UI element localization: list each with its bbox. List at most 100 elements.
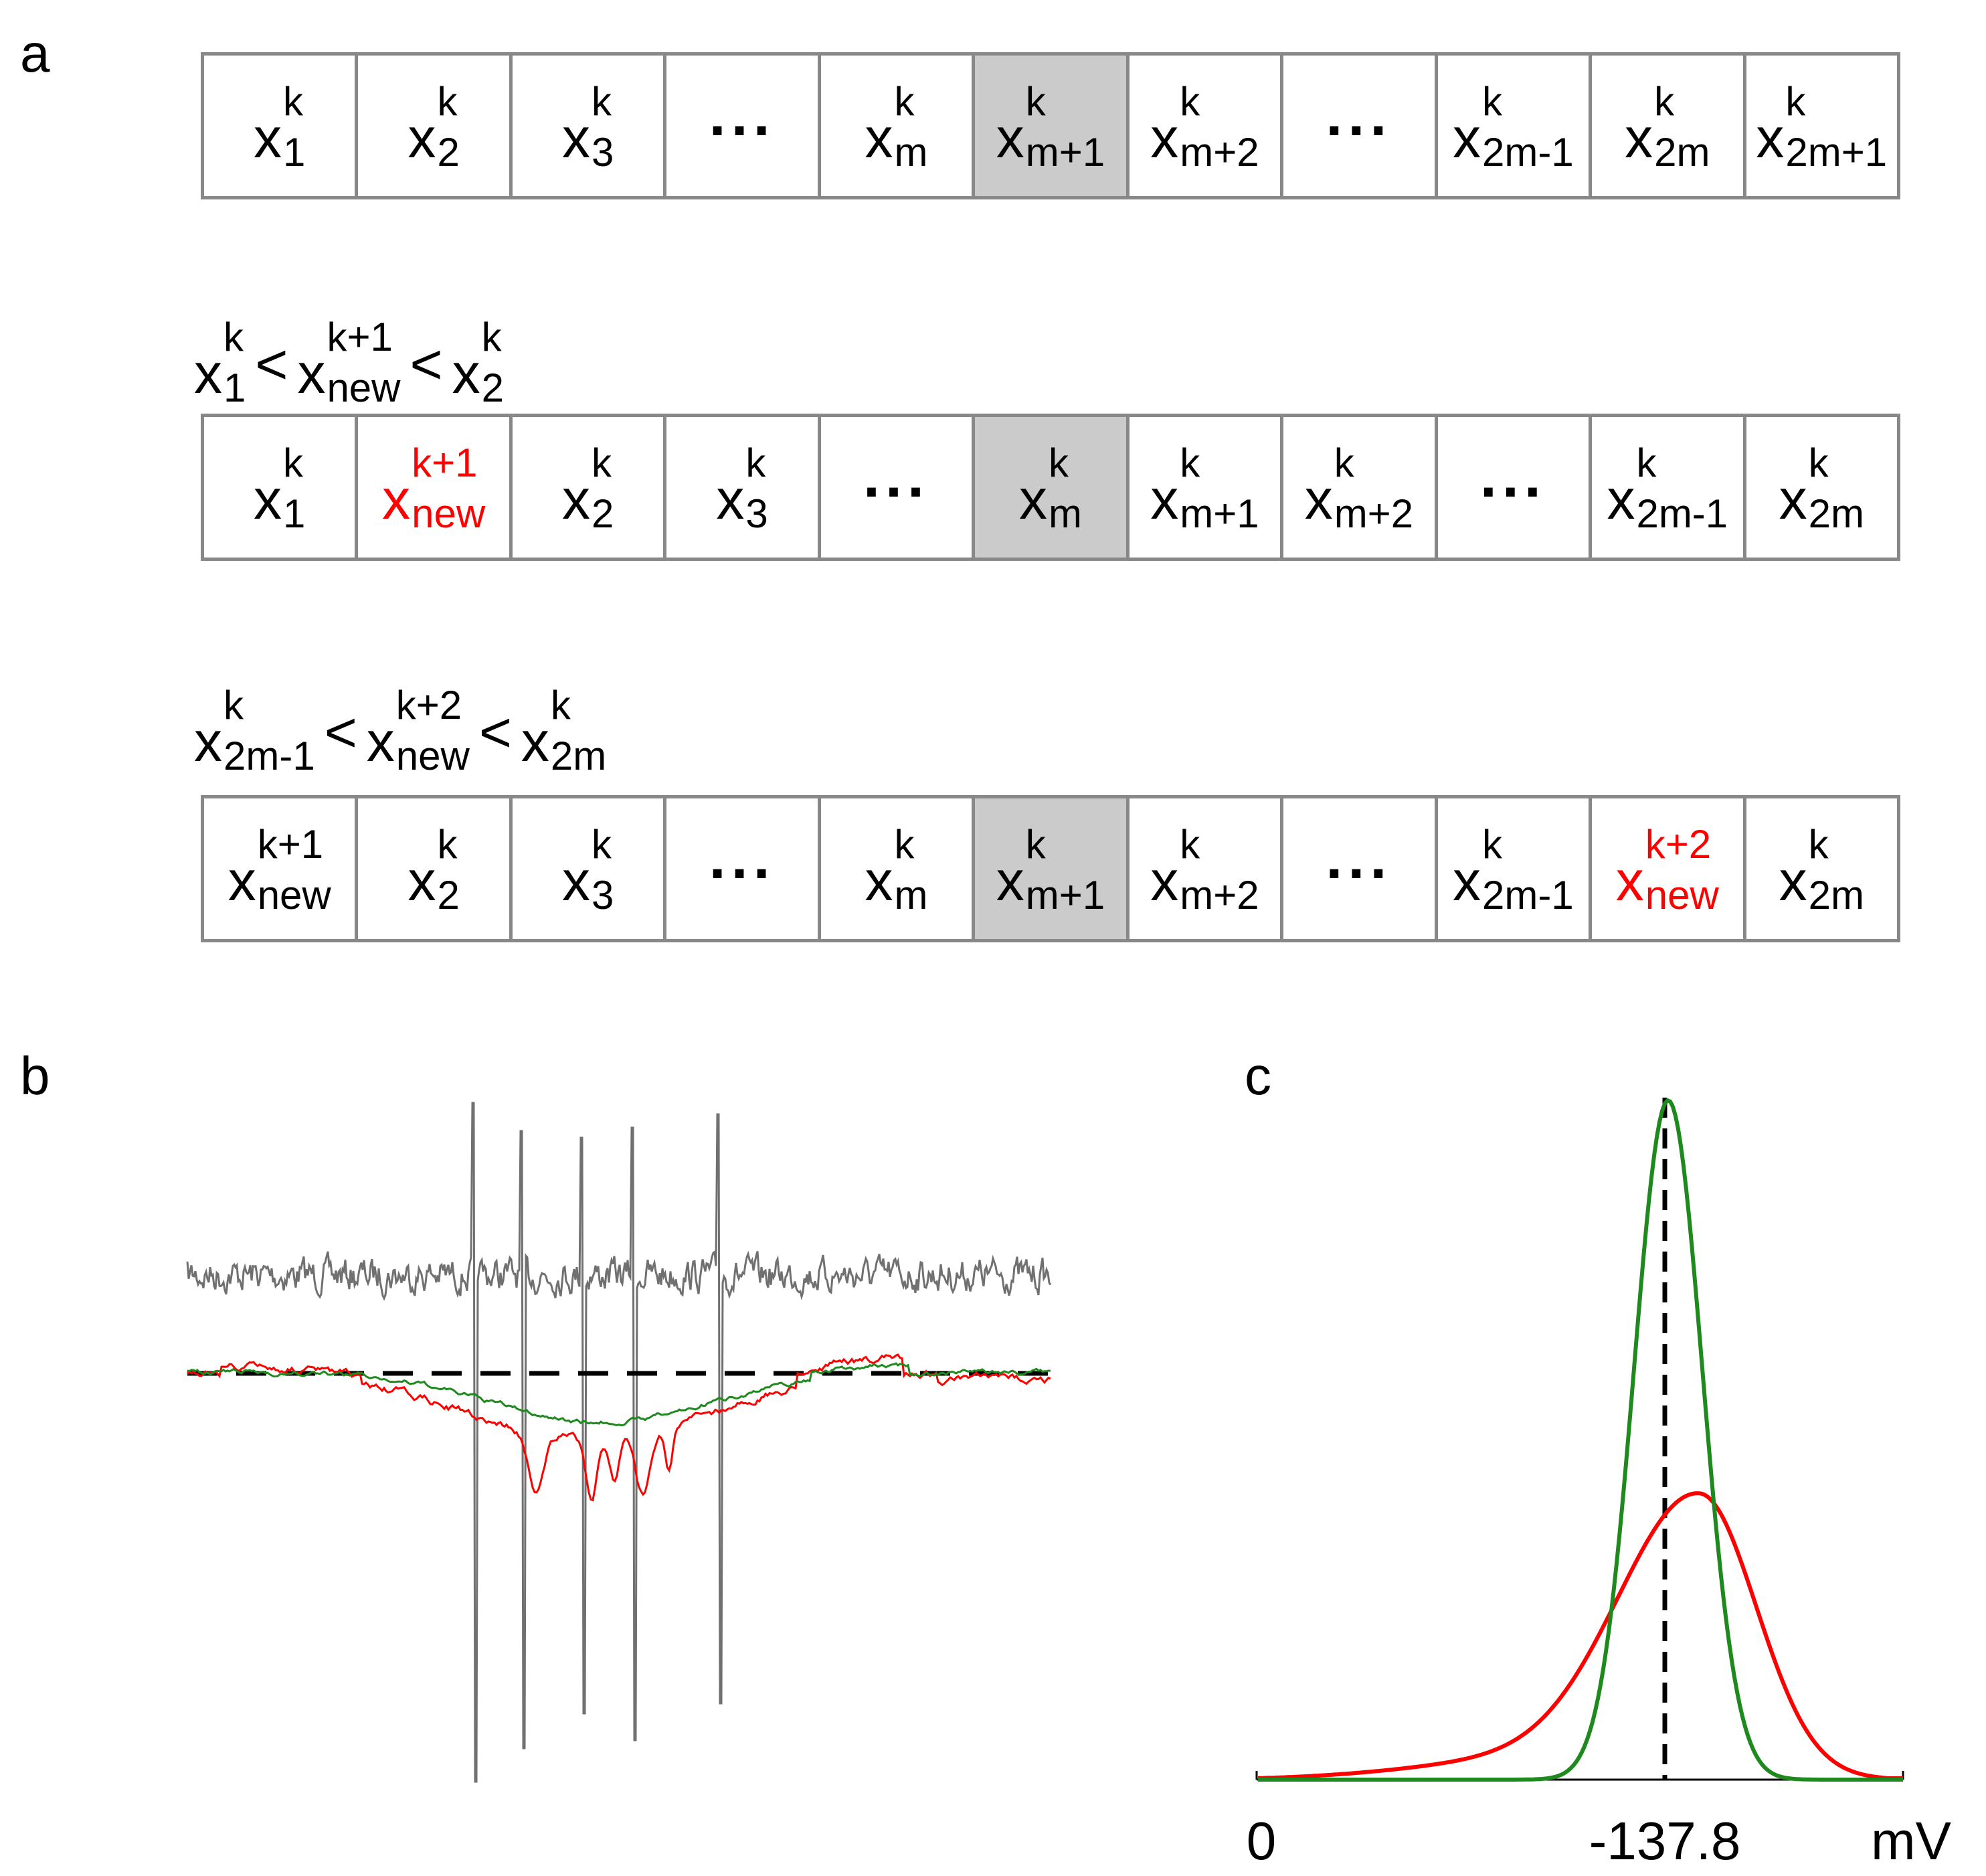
less-than-sign: < <box>478 701 512 764</box>
cell-symbol: x k 2m <box>1625 82 1710 173</box>
symbol-base: x <box>561 106 590 169</box>
superscript: k <box>1808 822 1829 867</box>
subscript: 2m-1 <box>1482 873 1574 918</box>
array-cell: ... <box>666 798 821 939</box>
array-cell: x k+1 new <box>358 417 513 558</box>
ellipsis: ... <box>709 825 776 891</box>
array-cell: x k m+1 <box>975 56 1130 196</box>
superscript: k+1 <box>412 440 478 485</box>
symbol-base: x <box>1625 106 1653 169</box>
cell-symbol: x k+1 new <box>228 825 331 916</box>
subscript: 2m <box>1654 130 1710 175</box>
symbol-base: x <box>1453 849 1481 912</box>
symbol-base: x <box>1615 849 1644 912</box>
cell-symbol: x k m+2 <box>1150 82 1259 173</box>
symbol-base: x <box>1150 468 1179 531</box>
symbol-base: x <box>716 468 745 531</box>
symbol-base: x <box>254 106 282 169</box>
ellipsis: ... <box>1326 82 1392 149</box>
subscript: m+2 <box>1180 130 1259 175</box>
symbol-base: x <box>561 468 590 531</box>
superscript: k <box>894 79 915 124</box>
array-cell: ... <box>821 417 976 558</box>
cell-symbol: x k m+1 <box>1150 443 1259 534</box>
subscript: 2 <box>437 130 460 175</box>
superscript: k <box>591 822 612 867</box>
array-cell: x k 2m+1 <box>1746 56 1897 196</box>
x-unit-label: mV <box>1871 1811 1952 1871</box>
superscript: k+2 <box>395 683 462 728</box>
subscript: 1 <box>283 130 306 175</box>
subscript: m+2 <box>1180 873 1259 918</box>
superscript: k <box>1482 79 1502 124</box>
subscript: 2m-1 <box>1482 130 1574 175</box>
array-cell: x k 2m <box>1746 798 1897 939</box>
symbol-base: x <box>1304 468 1333 531</box>
subscript: 2 <box>481 365 504 410</box>
superscript: k <box>1785 79 1806 124</box>
panel-c-plot: 0 -137.8 mV <box>1247 1098 1952 1871</box>
subscript: 1 <box>223 365 246 410</box>
symbol-base: x <box>521 710 549 773</box>
cell-symbol: x k+2 new <box>1615 825 1719 916</box>
subscript: 1 <box>283 491 306 536</box>
x-tick-label-0: 0 <box>1247 1811 1277 1871</box>
array-row-3: x k+1 new x k 2 x k 3... x k m x k m+1 x k m+2... x k 2m-1 x k… <box>201 795 1900 942</box>
subscript: new <box>327 365 401 410</box>
symbol-base: x <box>408 849 436 912</box>
superscript: k <box>1482 822 1502 867</box>
subscript: 3 <box>745 491 768 536</box>
array-row-2: x k 1 x k+1 new x k 2 x k 3... x k m x k m+1 x k m+2... x k 2m-… <box>201 414 1900 561</box>
subscript: m <box>1049 491 1082 536</box>
green-trace <box>187 1362 1051 1427</box>
subscript: 2m <box>1808 491 1864 536</box>
subscript: 3 <box>591 873 614 918</box>
symbol-base: x <box>996 849 1024 912</box>
panel-label-a: a <box>20 23 50 83</box>
symbol-base: x <box>1150 106 1179 169</box>
superscript: k <box>1808 440 1829 485</box>
cell-symbol: x k m+2 <box>1150 825 1259 916</box>
cell-symbol: x k m+1 <box>996 82 1105 173</box>
cell-symbol: x k 2m <box>1779 443 1864 534</box>
condition-row-3: x k 2m-1 < x k+2 new < x k 2m <box>194 685 606 776</box>
cell-symbol: x k 2m-1 <box>1453 825 1574 916</box>
superscript: k <box>481 315 502 359</box>
superscript: k <box>1025 79 1046 124</box>
array-cell: x k 2m-1 <box>1438 798 1593 939</box>
superscript: k <box>437 79 458 124</box>
subscript: 2 <box>437 873 460 918</box>
array-cell: x k 2m-1 <box>1438 56 1593 196</box>
subscript: 3 <box>591 130 614 175</box>
symbol-base: x <box>1779 849 1807 912</box>
array-cell: x k m+1 <box>975 798 1130 939</box>
subscript: 2m+1 <box>1785 130 1888 175</box>
subscript: m+1 <box>1025 873 1105 918</box>
array-cell: x k 2m <box>1746 417 1897 558</box>
subscript: m <box>894 130 928 175</box>
symbol-base: x <box>865 106 893 169</box>
panel-label-b: b <box>20 1046 50 1106</box>
subscript: m+1 <box>1180 491 1259 536</box>
superscript: k <box>591 440 612 485</box>
symbol-base: x <box>194 342 222 405</box>
array-cell: x k 2m-1 <box>1592 417 1746 558</box>
subscript: 2 <box>591 491 614 536</box>
superscript: k <box>283 440 304 485</box>
symbol-base: x <box>996 106 1024 169</box>
array-cell: ... <box>1438 417 1593 558</box>
ellipsis: ... <box>1479 443 1546 510</box>
superscript: k <box>1180 440 1200 485</box>
